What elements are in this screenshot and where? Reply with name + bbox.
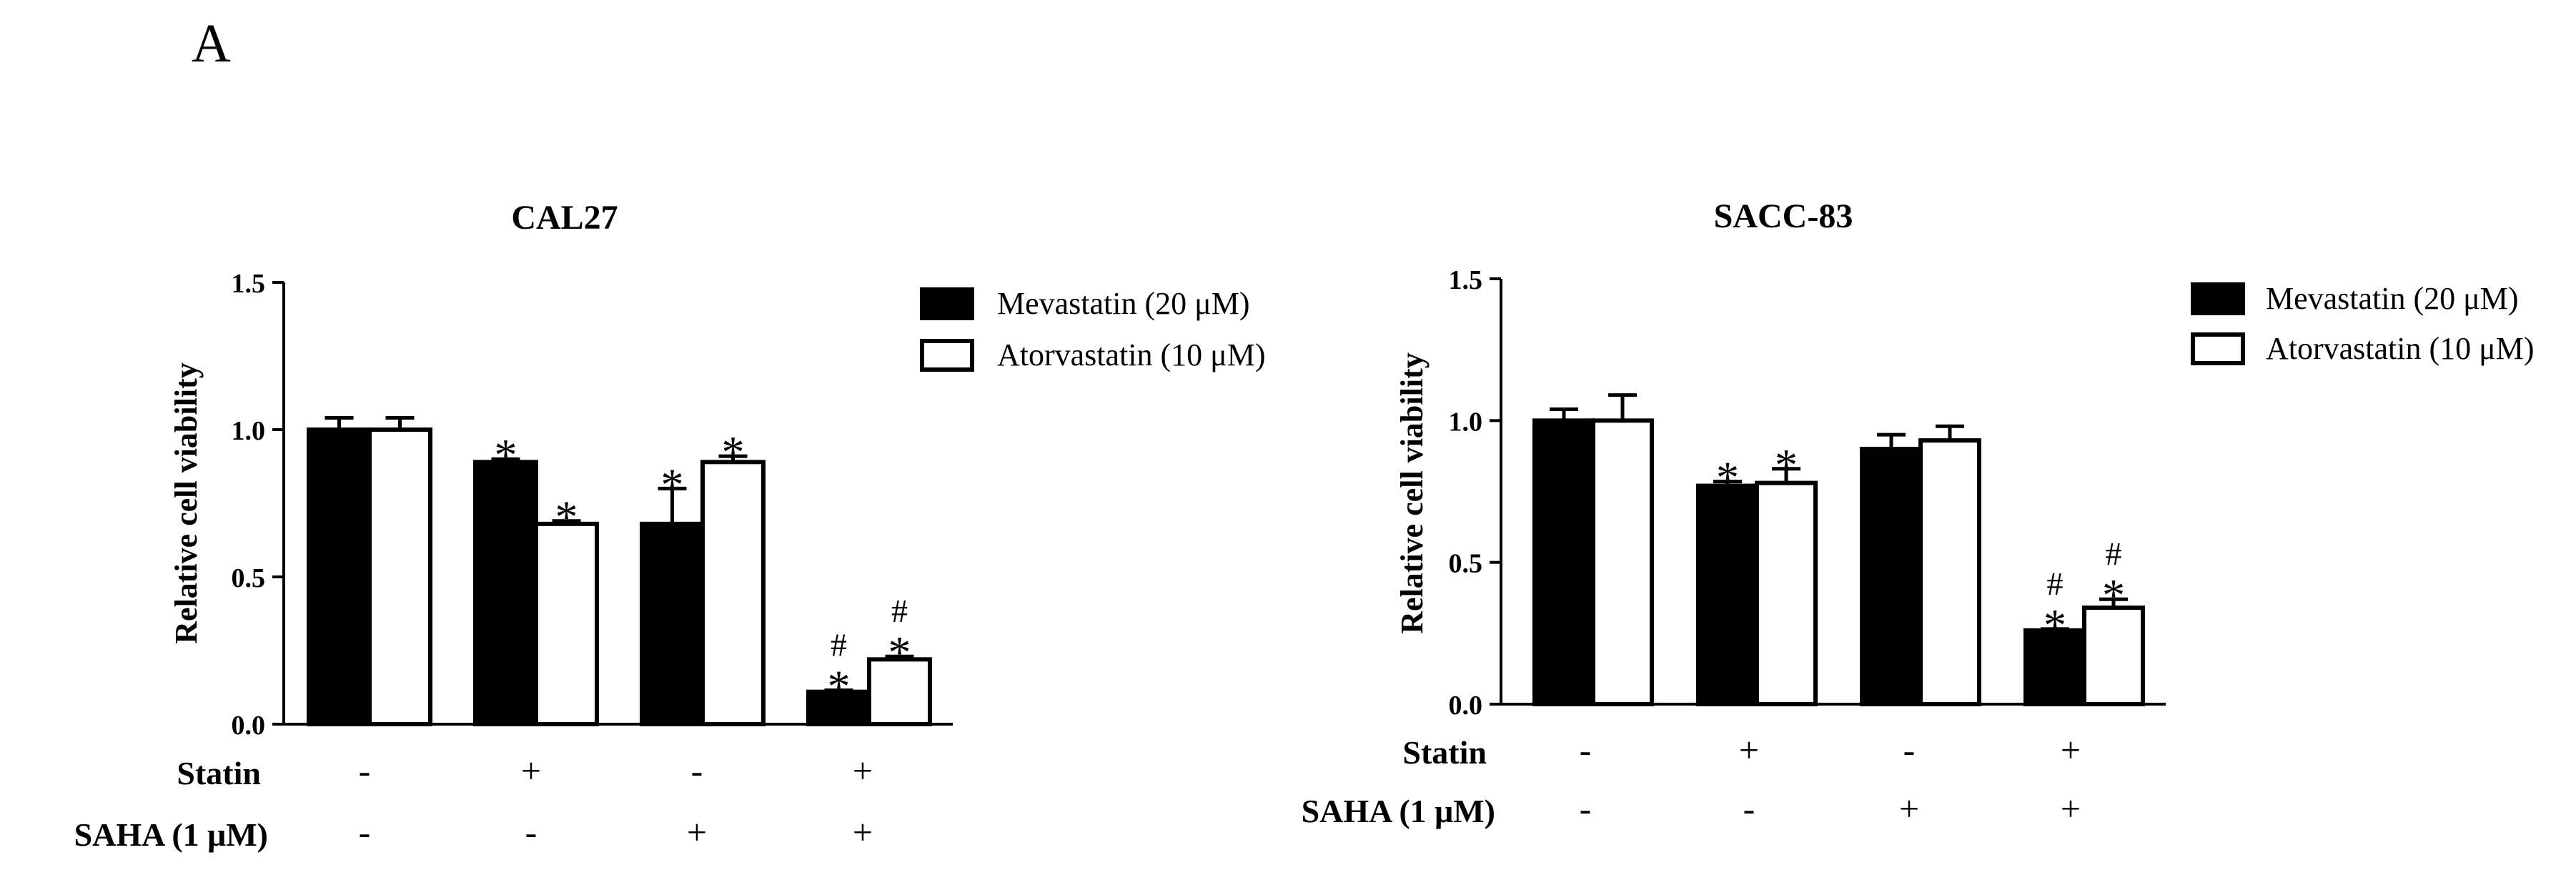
condition-value: - — [359, 812, 371, 852]
bar-atorvastatin — [1918, 438, 1981, 706]
bar-atorvastatin — [1591, 418, 1654, 706]
significance-star: * — [722, 427, 745, 478]
legend-label: Atorvastatin (10 μM) — [997, 337, 1266, 372]
bar-atorvastatin — [367, 427, 432, 726]
bar-mevastatin — [473, 460, 538, 726]
condition-label-saha: SAHA (1 μM) — [74, 816, 268, 853]
y-tick-label: 1.0 — [232, 416, 266, 446]
legend-swatch — [2191, 282, 2245, 315]
bar-atorvastatin — [867, 657, 932, 726]
chart-sacc-83: SACC-83 0.0 0.5 1.0 1.5 Relative cell viabili… — [1302, 197, 2535, 829]
significance-star: * — [2102, 570, 2125, 621]
condition-value: - — [691, 751, 703, 791]
condition-value: + — [2061, 730, 2081, 770]
bar-mevastatin — [1696, 483, 1759, 706]
condition-value: - — [1580, 789, 1592, 829]
bar-atorvastatin — [2082, 605, 2145, 707]
significance-hash: # — [891, 593, 908, 629]
bar-mevastatin — [1860, 447, 1923, 706]
y-tick-label: 1.5 — [232, 269, 266, 299]
bar-mevastatin — [640, 521, 705, 727]
significance-star: * — [555, 492, 578, 543]
bar-mevastatin — [307, 427, 372, 726]
y-axis-label: Relative cell viability — [1394, 352, 1430, 633]
significance-hash: # — [2047, 565, 2064, 602]
legend-swatch — [920, 339, 974, 372]
condition-value: + — [853, 812, 873, 852]
legend-label: Mevastatin (20 μM) — [2266, 281, 2519, 316]
legend-swatch — [2191, 332, 2245, 365]
y-tick-label: 1.0 — [1449, 407, 1483, 437]
significance-star: * — [888, 627, 911, 678]
legend-label: Mevastatin (20 μM) — [997, 286, 1250, 321]
condition-value: + — [687, 812, 707, 852]
panel-letter: A — [192, 14, 231, 74]
condition-value: + — [2061, 789, 2081, 829]
condition-value: - — [359, 751, 371, 791]
condition-value: - — [1743, 789, 1755, 829]
chart-title: SACC-83 — [1714, 197, 1853, 235]
condition-value: + — [1899, 789, 1919, 829]
significance-hash: # — [2106, 535, 2122, 572]
condition-value: + — [853, 751, 873, 791]
significance-hash: # — [831, 627, 847, 663]
significance-star: * — [495, 430, 517, 480]
condition-value: + — [521, 751, 541, 791]
significance-star: * — [661, 459, 684, 510]
significance-star: * — [1716, 453, 1739, 503]
significance-star: * — [1775, 440, 1798, 490]
condition-value: + — [1739, 730, 1759, 770]
condition-value: - — [1580, 730, 1592, 770]
significance-star: * — [2044, 600, 2066, 651]
legend-label: Atorvastatin (10 μM) — [2266, 331, 2535, 366]
condition-label-statin: Statin — [1402, 734, 1487, 771]
y-tick-label: 1.5 — [1449, 265, 1483, 295]
significance-star: * — [828, 661, 851, 712]
y-tick-label: 0.5 — [232, 563, 266, 593]
bar-mevastatin — [806, 689, 871, 726]
bar-atorvastatin — [534, 521, 599, 727]
condition-value: - — [525, 812, 538, 852]
bar-mevastatin — [1532, 418, 1595, 706]
bar-atorvastatin — [1755, 480, 1818, 706]
bar-atorvastatin — [700, 460, 766, 726]
chart-title: CAL27 — [511, 199, 618, 237]
chart-cal27: CAL27 0.0 0.5 1.0 1.5 Relative cell viability… — [74, 199, 1266, 853]
condition-label-saha: SAHA (1 μM) — [1302, 793, 1495, 829]
condition-label-statin: Statin — [177, 755, 261, 791]
condition-value: - — [1903, 730, 1916, 770]
y-tick-label: 0.0 — [232, 711, 266, 741]
legend-swatch — [920, 287, 974, 320]
y-axis-label: Relative cell viability — [169, 362, 204, 643]
y-tick-label: 0.5 — [1449, 549, 1483, 579]
y-tick-label: 0.0 — [1449, 691, 1483, 721]
